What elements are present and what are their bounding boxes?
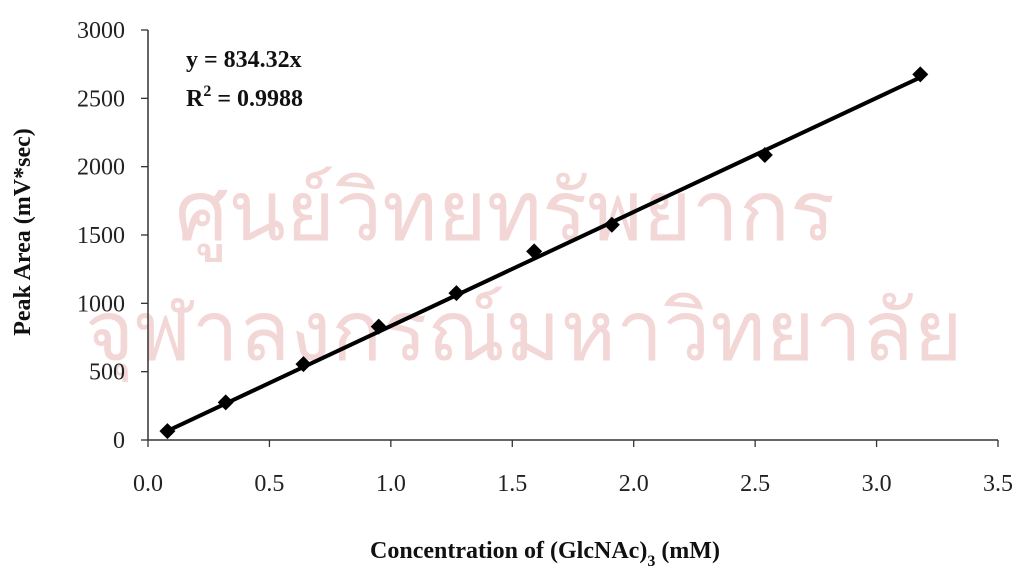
data-points (159, 66, 929, 440)
r-squared-superscript: 2 (203, 83, 211, 100)
data-point-marker (370, 318, 387, 335)
x-axis-title: Concentration of (GlcNAc)3 (mM) (370, 538, 720, 570)
watermark-line-1: ศูนย์วิทยทรัพยากร (175, 162, 835, 262)
x-tick-label: 0.0 (133, 471, 163, 497)
data-point-marker (159, 423, 176, 440)
y-tick-label: 1000 (77, 291, 125, 317)
watermark: ศูนย์วิทยทรัพยากร จุฬาลงกรณ์มหาวิทยาลัย (85, 162, 963, 383)
trendline-group (165, 75, 923, 433)
data-point-marker (526, 243, 543, 260)
x-tick-label: 2.0 (619, 471, 649, 497)
data-point-marker (217, 394, 234, 411)
x-tick-label: 0.5 (254, 471, 284, 497)
data-point-marker (295, 356, 312, 373)
r-squared-value: = 0.9988 (211, 86, 303, 112)
x-axis-ticks: 0.0 0.5 1.0 1.5 2.0 2.5 3.0 3.5 (133, 440, 1013, 497)
data-point-marker (603, 216, 620, 233)
equation-label: y = 834.32x (186, 47, 302, 73)
y-axis-ticks: 0 500 1000 1500 2000 2500 3000 (77, 18, 148, 454)
x-tick-label: 3.5 (983, 471, 1013, 497)
x-tick-label: 2.5 (740, 471, 770, 497)
y-tick-label: 3000 (77, 18, 125, 44)
data-point-marker (912, 66, 929, 83)
y-tick-label: 1500 (77, 223, 125, 249)
y-tick-label: 500 (89, 360, 125, 386)
x-tick-label: 3.0 (862, 471, 892, 497)
y-tick-label: 0 (113, 428, 125, 454)
watermark-line-2: จุฬาลงกรณ์มหาวิทยาลัย (85, 282, 963, 383)
y-tick-label: 2000 (77, 155, 125, 181)
r-squared-prefix: R (186, 86, 204, 112)
x-axis-title-subscript: 3 (647, 553, 655, 570)
x-axis-title-unit: (mM) (655, 538, 720, 564)
data-point-marker (448, 285, 465, 302)
data-point-marker (756, 147, 773, 164)
r-squared-label: R2 = 0.9988 (186, 83, 303, 112)
x-axis-title-main: Concentration of (GlcNAc) (370, 538, 647, 564)
y-axis-title: Peak Area (mV*sec) (10, 128, 36, 336)
x-tick-label: 1.5 (497, 471, 527, 497)
trendline (165, 75, 923, 433)
x-tick-label: 1.0 (376, 471, 406, 497)
y-tick-label: 2500 (77, 86, 125, 112)
